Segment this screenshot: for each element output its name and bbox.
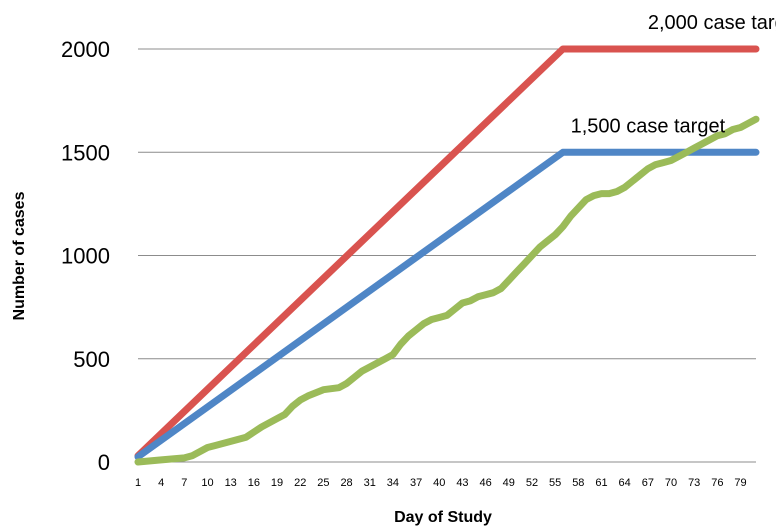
x-tick-label: 7 [181,477,187,489]
x-tick-label: 67 [642,477,654,489]
x-tick-label: 37 [410,477,422,489]
series-line-1 [134,45,760,460]
annotation-label: 2,000 case target [648,12,776,34]
chart-annotations: 2,000 case target 1,500 case target [571,12,776,137]
x-tick-label: 40 [433,477,445,489]
x-tick-label: 55 [549,477,561,489]
y-axis-title: Number of cases [11,191,28,320]
y-tick-label: 500 [73,347,110,372]
x-tick-label: 46 [480,477,492,489]
x-tick-label: 43 [456,477,468,489]
x-tick-label: 28 [340,477,352,489]
series-lines [134,45,760,466]
x-tick-label: 19 [271,477,283,489]
x-tick-label: 25 [317,477,329,489]
x-tick-label: 13 [225,477,237,489]
x-tick-label: 52 [526,477,538,489]
x-tick-label: 70 [665,477,677,489]
x-tick-label: 4 [158,477,164,489]
x-axis-tick-labels: 1 4 7 10 13 16 19 22 25 28 31 34 37 40 43 46 49 52 55 58 61 6… [135,477,747,489]
y-tick-label: 2000 [61,37,110,62]
grid-lines [138,48,756,463]
x-tick-label: 1 [135,477,141,489]
annotation-label: 1,500 case target [571,115,726,137]
x-tick-label: 58 [572,477,584,489]
x-tick-label: 34 [387,477,399,489]
y-tick-label: 0 [98,450,110,475]
y-tick-label: 1000 [61,244,110,269]
x-tick-label: 64 [619,477,631,489]
x-axis-title: Day of Study [394,509,492,526]
x-tick-label: 16 [248,477,260,489]
x-tick-label: 73 [688,477,700,489]
x-tick-label: 79 [734,477,746,489]
x-tick-label: 61 [595,477,607,489]
x-tick-label: 31 [364,477,376,489]
x-tick-label: 10 [201,477,213,489]
series-line-2 [134,148,760,461]
y-axis-tick-labels: 0 500 1000 1500 2000 [61,37,110,475]
x-tick-label: 22 [294,477,306,489]
y-tick-label: 1500 [61,140,110,165]
series-line-3 [134,115,760,466]
x-tick-label: 49 [503,477,515,489]
x-tick-label: 76 [711,477,723,489]
